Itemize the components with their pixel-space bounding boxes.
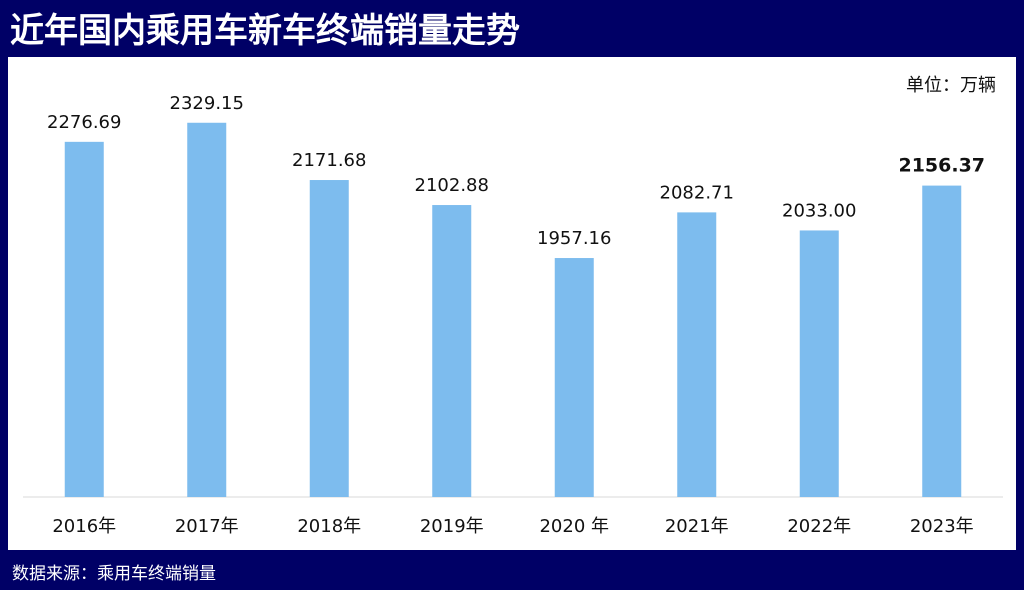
bar-4 [554, 258, 594, 497]
x-tick-label-3: 2019年 [420, 516, 484, 537]
data-label-2: 2171.68 [292, 150, 366, 171]
bar-chart: 2276.69 2016年 2329.15 2017年 2171.68 2018年 2102… [23, 93, 1003, 537]
x-tick-label-6: 2022年 [787, 516, 851, 537]
x-tick-label-4: 2020 年 [539, 516, 609, 537]
data-label-6: 2033.00 [782, 200, 856, 221]
data-label-5: 2082.71 [660, 182, 734, 203]
bar-6 [799, 230, 839, 498]
bar-2 [309, 180, 349, 497]
chart-panel: 单位：万辆 2276.69 2016年 2329.15 2017年 2171.68 201… [8, 57, 1016, 550]
x-tick-label-1: 2017年 [175, 516, 239, 537]
x-tick-label-5: 2021年 [665, 516, 729, 537]
bar-3 [432, 205, 472, 497]
data-label-3: 2102.88 [415, 175, 489, 196]
data-label-0: 2276.69 [47, 112, 121, 133]
bar-5 [677, 212, 717, 498]
bar-0 [64, 141, 104, 497]
data-label-4: 1957.16 [537, 228, 611, 249]
chart-title: 近年国内乘用车新车终端销量走势 [10, 11, 520, 51]
x-tick-label-7: 2023年 [910, 516, 974, 537]
data-label-7: 2156.37 [898, 155, 985, 177]
source-note: 数据来源：乘用车终端销量 [12, 564, 216, 584]
x-tick-label-0: 2016年 [52, 516, 116, 537]
bar-1 [187, 122, 227, 497]
bar-7 [922, 185, 962, 498]
x-tick-label-2: 2018年 [297, 516, 361, 537]
unit-label: 单位：万辆 [906, 75, 996, 96]
data-label-1: 2329.15 [170, 93, 244, 114]
